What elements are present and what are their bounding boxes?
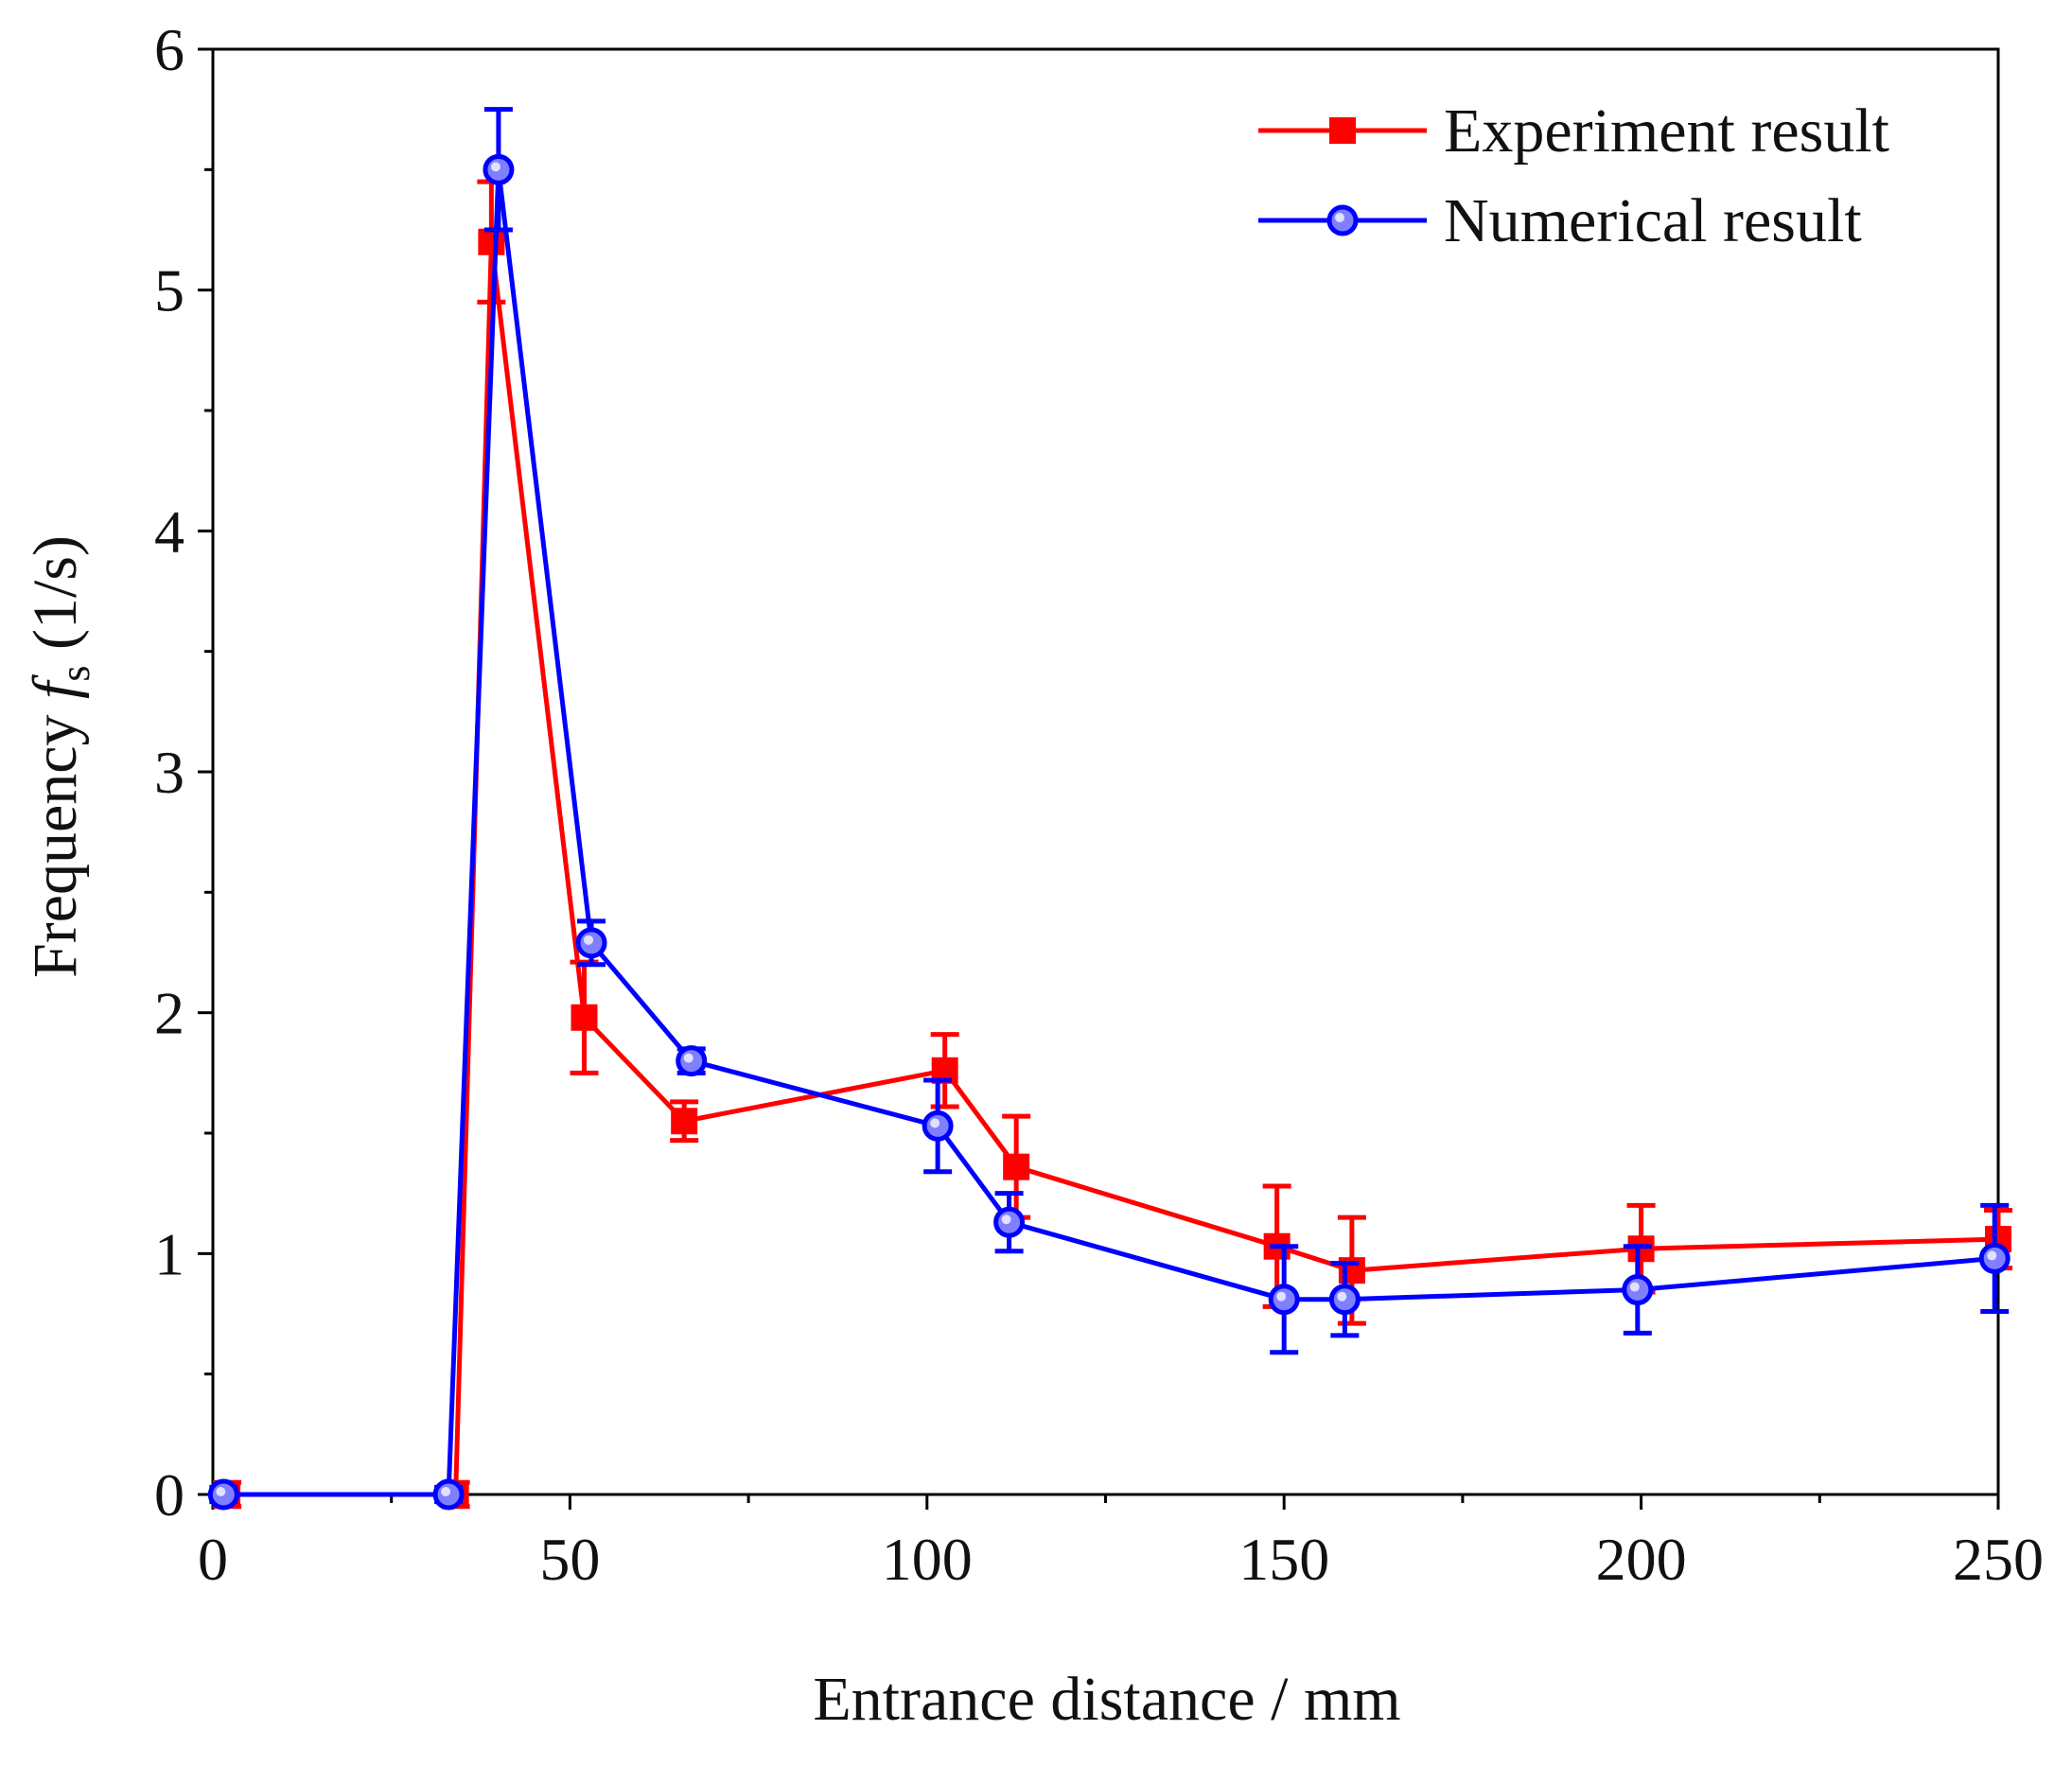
y-axis-label-unit: (1/s): [21, 535, 90, 665]
data-point-numerical-highlight: [1001, 1215, 1011, 1225]
legend-item-numerical: Numerical result: [1258, 186, 1862, 255]
y-tick-label: 2: [154, 980, 184, 1047]
series-numerical: [207, 107, 2011, 1511]
y-tick-label: 6: [154, 16, 184, 83]
y-axis-label-subscript: s: [52, 665, 98, 681]
y-axis-label: Frequency fs (1/s): [21, 535, 98, 978]
data-point-numerical-highlight: [683, 1053, 694, 1063]
legend-marker-experiment: [1329, 117, 1356, 144]
x-tick-label: 150: [1238, 1526, 1329, 1593]
legend-marker-numerical-highlight: [1335, 213, 1344, 222]
x-tick-label: 50: [539, 1526, 600, 1593]
data-point-numerical-highlight: [584, 935, 594, 945]
x-tick-label: 200: [1596, 1526, 1687, 1593]
y-axis-label-main: Frequency: [21, 699, 90, 978]
x-axis-label: Entrance distance / mm: [813, 1665, 1400, 1734]
data-point-numerical-highlight: [1629, 1282, 1640, 1292]
data-point-experiment: [571, 1004, 598, 1031]
axes-group: 0 50 100 150 200 250 0 1 2 3 4 5 6: [154, 16, 2044, 1593]
data-point-experiment: [1627, 1235, 1655, 1263]
legend-item-experiment: Experiment result: [1258, 96, 1889, 166]
x-tick-label: 100: [882, 1526, 973, 1593]
data-point-experiment: [671, 1108, 698, 1135]
x-tick-label: 250: [1953, 1526, 2044, 1593]
data-point-numerical-highlight: [930, 1118, 940, 1128]
y-tick-label: 5: [154, 257, 184, 324]
data-point-numerical-highlight: [1337, 1291, 1347, 1302]
data-point-numerical-highlight: [441, 1487, 451, 1496]
data-point-experiment: [478, 228, 505, 255]
legend-label-numerical: Numerical result: [1444, 186, 1862, 255]
y-tick-label: 1: [154, 1220, 184, 1287]
data-point-numerical-highlight: [216, 1487, 226, 1496]
y-tick-label: 4: [154, 498, 184, 565]
data-point-numerical-highlight: [1276, 1291, 1287, 1302]
data-point-numerical-highlight: [490, 162, 500, 172]
legend-label-experiment: Experiment result: [1444, 96, 1889, 166]
y-tick-label: 0: [154, 1461, 184, 1529]
y-tick-label: 3: [154, 739, 184, 806]
series-layer: [207, 107, 2012, 1511]
data-point-experiment: [1003, 1153, 1030, 1180]
data-point-numerical-highlight: [1987, 1250, 1997, 1261]
x-tick-label: 0: [198, 1526, 228, 1593]
legend: Experiment result Numerical result: [1258, 96, 1889, 255]
